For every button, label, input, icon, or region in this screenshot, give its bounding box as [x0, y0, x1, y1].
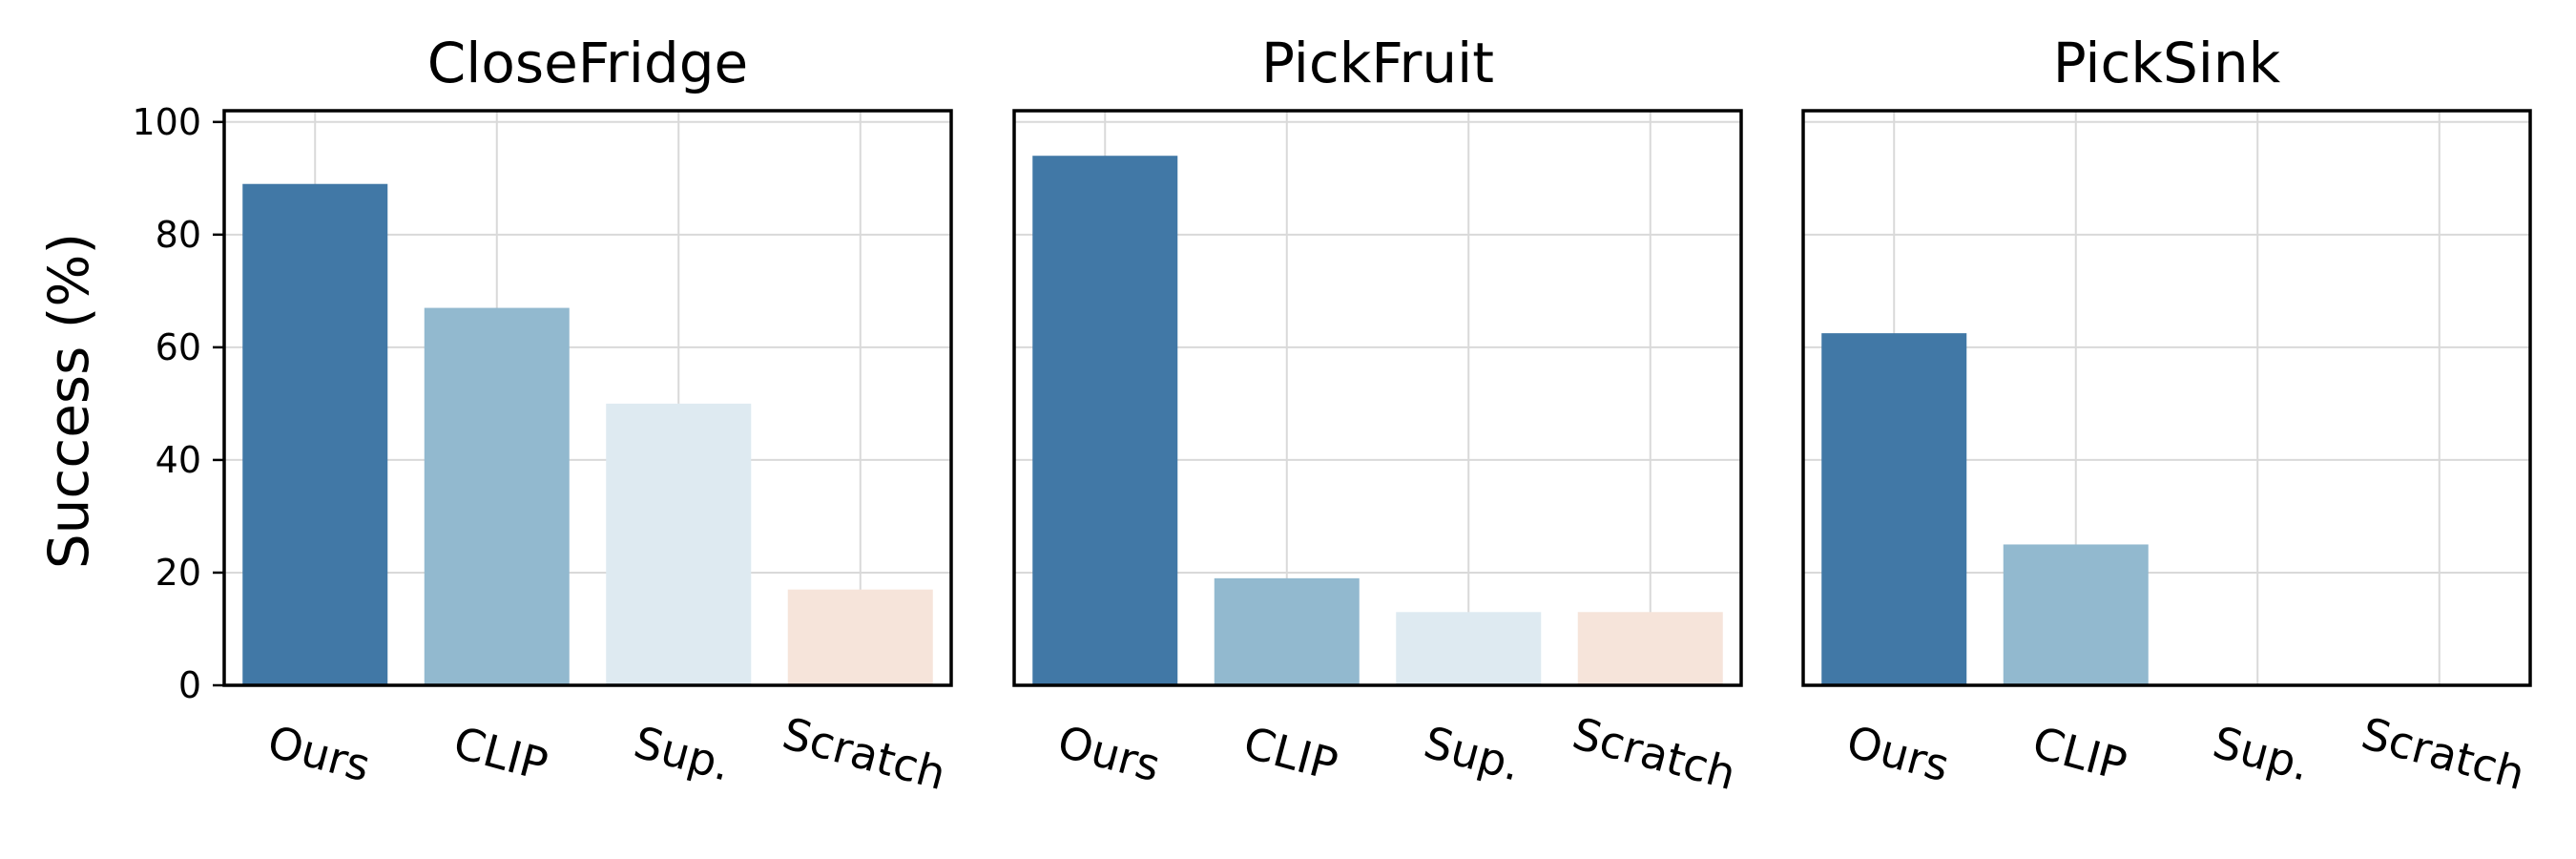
x-tick-label: Sup.	[1419, 716, 1527, 791]
panel-picksink: PickSink Ours CLIP Sup. Scratch	[1801, 31, 2532, 800]
x-tick-label: Ours	[262, 715, 376, 791]
bar-closefridge-ours	[242, 183, 388, 686]
bar-picksink-ours	[1821, 333, 1967, 685]
bar-closefridge-clip	[424, 307, 570, 685]
x-tick-label: CLIP	[2027, 717, 2132, 791]
y-tick-label: 100	[132, 101, 201, 143]
y-tick-label: 0	[178, 664, 201, 706]
plot-frame	[1012, 109, 1743, 687]
x-tick-label: Ours	[1052, 715, 1166, 791]
bar-pickfruit-sup	[1396, 612, 1542, 685]
panels: CloseFridge Ours CLIP Sup. Scratch 0 20 40 60 80 1…	[132, 31, 2532, 800]
x-tick-label: CLIP	[448, 717, 553, 791]
bar-picksink-clip	[2003, 544, 2149, 685]
plot-frame	[222, 109, 953, 687]
y-tick-label: 60	[156, 326, 201, 368]
x-tick-label: Scratch	[2357, 707, 2530, 800]
x-tick-label: CLIP	[1238, 717, 1343, 791]
panel-title: PickFruit	[1261, 31, 1494, 95]
y-tick-label: 40	[156, 439, 201, 481]
panel-title: CloseFridge	[427, 31, 748, 95]
bar-closefridge-sup	[606, 403, 752, 685]
panel-closefridge: CloseFridge Ours CLIP Sup. Scratch 0 20 40 60 80 1…	[132, 31, 953, 800]
x-tick-label: Ours	[1841, 715, 1955, 791]
y-tick-label: 20	[156, 552, 201, 594]
plot-frame	[1801, 109, 2532, 687]
bar-pickfruit-scratch	[1577, 612, 1723, 685]
x-tick-label: Sup.	[629, 716, 737, 791]
x-tick-label: Sup.	[2208, 716, 2316, 791]
bar-pickfruit-ours	[1032, 156, 1178, 685]
x-tick-label: Scratch	[1568, 707, 1741, 800]
bar-pickfruit-clip	[1214, 577, 1360, 685]
y-tick-label: 80	[156, 214, 201, 256]
x-tick-label: Scratch	[778, 707, 951, 800]
panel-title: PickSink	[2053, 31, 2281, 95]
bar-closefridge-scratch	[787, 589, 933, 685]
y-axis-label: Success (%)	[36, 233, 101, 569]
panel-pickfruit: PickFruit Ours CLIP Sup. Scratch	[1012, 31, 1743, 800]
